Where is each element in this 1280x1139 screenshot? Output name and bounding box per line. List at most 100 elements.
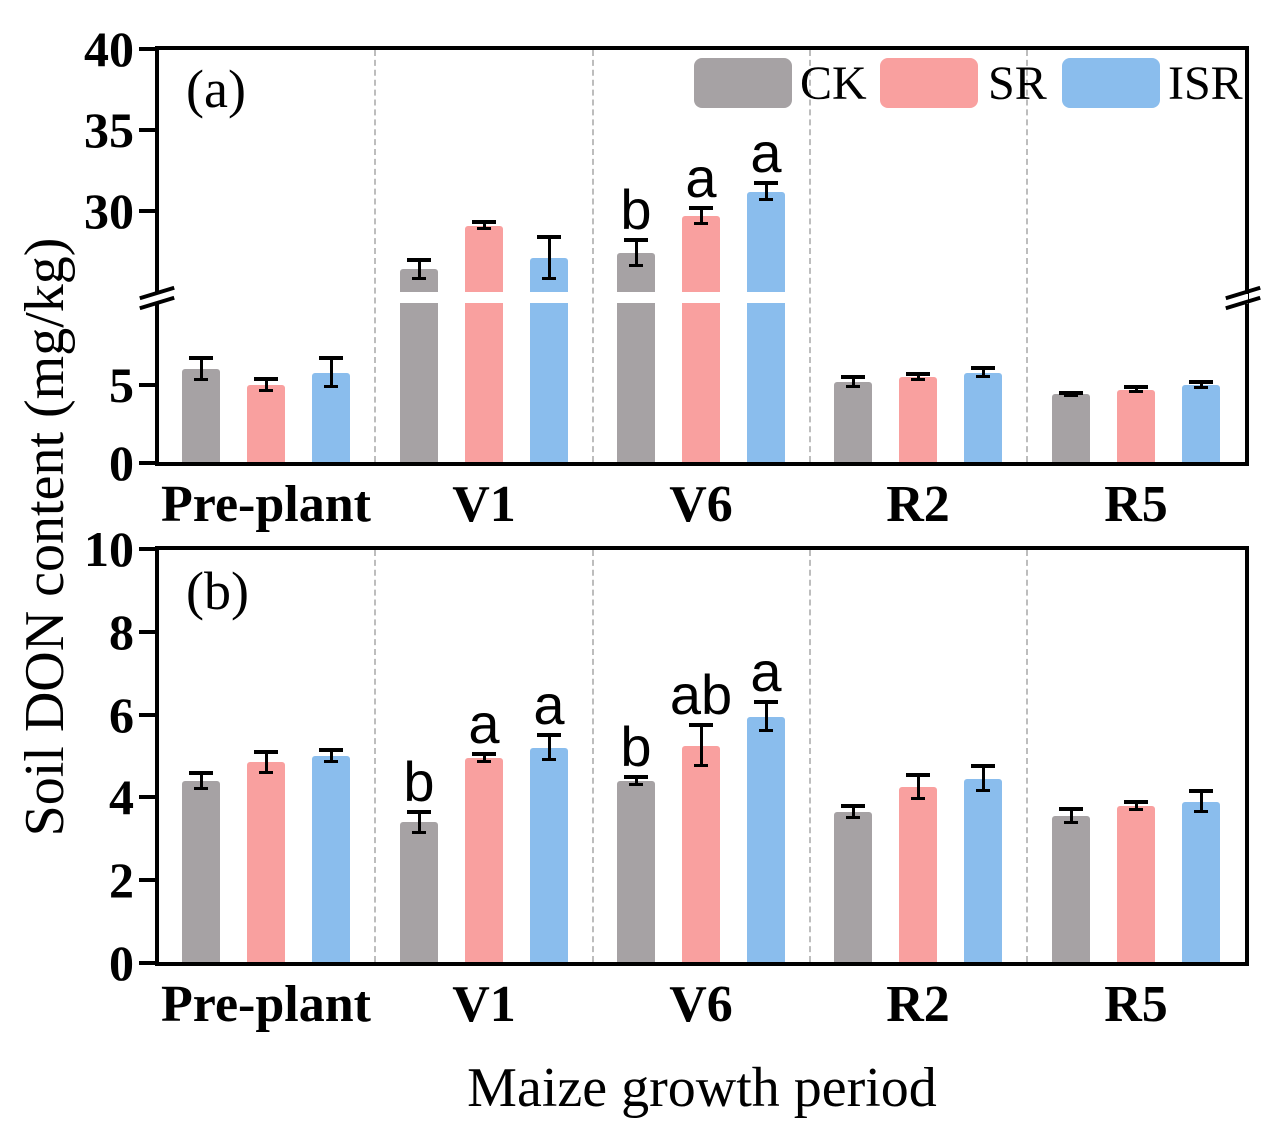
error-cap-bottom-isr-b-0: [324, 760, 338, 764]
error-cap-top-ck-a-4: [1059, 390, 1083, 395]
bar-ck-pre-plant-a: [182, 369, 220, 462]
error-bar-sr-a-0: [264, 378, 268, 392]
bar-isr-r2-b: [964, 778, 1002, 962]
error-cap-top-sr-b-1: [472, 751, 496, 756]
group-separator-a-3: [808, 50, 811, 462]
error-cap-top-ck-a-2: [624, 238, 648, 243]
error-cap-top-sr-b-4: [1124, 799, 1148, 804]
bar-sr-v6-b: [682, 745, 720, 962]
bar-ck-pre-plant-b: [182, 780, 220, 962]
error-bar-isr-b-0: [329, 749, 333, 763]
y-tick-label-b-2: 2: [109, 852, 134, 909]
bar-isr-r5-b: [1182, 801, 1220, 962]
bar-sr-v6-a: [682, 215, 720, 462]
error-cap-top-isr-b-1: [537, 733, 561, 738]
error-cap-bottom-sr-a-3: [911, 378, 925, 382]
significance-letter-isr-a-2: a: [750, 121, 782, 185]
error-cap-top-sr-b-0: [254, 749, 278, 754]
axis-break-gap-right: [1238, 294, 1248, 304]
legend-label-isr: ISR: [1168, 57, 1243, 110]
error-cap-bottom-isr-a-4: [1194, 386, 1208, 390]
error-bar-isr-a-2: [764, 183, 768, 200]
bar-isr-v6-b: [747, 716, 785, 962]
error-cap-bottom-sr-a-0: [259, 389, 273, 393]
error-cap-top-isr-a-2: [754, 181, 778, 186]
error-cap-top-sr-a-3: [906, 372, 930, 377]
error-cap-bottom-ck-b-3: [846, 816, 860, 820]
error-cap-top-sr-b-2: [689, 722, 713, 727]
error-cap-top-isr-a-0: [319, 356, 343, 361]
bar-isr-r2-a: [964, 372, 1002, 462]
error-cap-top-sr-a-4: [1124, 385, 1148, 390]
error-bar-isr-b-1: [547, 735, 551, 761]
error-cap-bottom-ck-a-0: [194, 378, 208, 382]
error-bar-ck-b-0: [199, 772, 203, 790]
error-bar-sr-b-2: [699, 724, 703, 767]
significance-letter-sr-b-2: ab: [669, 662, 733, 726]
error-cap-bottom-sr-a-1: [477, 226, 491, 230]
bar-sr-r2-a: [899, 377, 937, 462]
error-cap-top-ck-a-3: [841, 375, 865, 380]
category-label-a-pre-plant: Pre-plant: [161, 476, 371, 533]
group-separator-b-4: [1026, 550, 1028, 962]
axis-break-gap-left: [152, 294, 162, 304]
error-cap-bottom-isr-a-1: [542, 277, 556, 281]
bar-ck-r5-b: [1052, 816, 1090, 962]
error-bar-sr-b-0: [264, 751, 268, 773]
category-label-b-r2: R2: [886, 976, 950, 1033]
error-bar-isr-b-2: [764, 702, 768, 732]
group-separator-a-4: [1026, 50, 1028, 462]
category-label-a-r2: R2: [886, 476, 950, 533]
significance-letter-ck-b-2: b: [620, 714, 652, 778]
error-cap-top-sr-a-0: [254, 376, 278, 381]
error-cap-top-isr-b-4: [1189, 789, 1213, 794]
error-bar-ck-b-4: [1069, 808, 1073, 824]
legend-swatch-sr: [880, 58, 978, 108]
category-label-a-r5: R5: [1104, 476, 1168, 533]
bar-ck-v6-b: [617, 780, 655, 962]
error-cap-bottom-isr-a-0: [324, 384, 338, 388]
bar-ck-r5-a: [1052, 394, 1090, 462]
y-tick-label-b-10: 10: [84, 521, 134, 577]
y-tick-label-b-4: 4: [109, 769, 134, 826]
error-cap-bottom-ck-b-1: [412, 830, 426, 834]
error-cap-bottom-sr-a-4: [1129, 390, 1143, 394]
significance-letter-ck-b-1: b: [403, 749, 435, 813]
bar-isr-v1-a: [530, 257, 568, 462]
bar-sr-v1-b: [465, 758, 503, 962]
error-cap-bottom-isr-b-1: [542, 758, 556, 762]
bar-ck-r2-a: [834, 381, 872, 462]
y-tick-a-0: [139, 461, 155, 465]
axis-break-band: [159, 292, 1245, 303]
error-cap-bottom-ck-a-4: [1064, 393, 1078, 397]
y-axis-title: Soil DON content (mg/kg): [14, 237, 76, 837]
y-tick-label-b-6: 6: [109, 686, 134, 743]
error-bar-sr-a-1: [482, 222, 486, 229]
significance-letter-isr-b-1: a: [533, 673, 565, 737]
bar-isr-v6-a: [747, 191, 785, 462]
error-cap-top-ck-b-4: [1059, 806, 1083, 811]
error-bar-ck-b-3: [851, 805, 855, 819]
y-tick-b-4: [139, 795, 155, 800]
panel-b-tag: (b): [186, 561, 249, 621]
y-tick-label-a-5: 5: [109, 357, 134, 413]
error-bar-sr-a-3: [916, 374, 920, 381]
error-cap-bottom-sr-b-1: [477, 760, 491, 764]
error-cap-bottom-ck-a-1: [412, 277, 426, 281]
category-label-a-v1: V1: [452, 476, 516, 533]
error-cap-bottom-sr-b-0: [259, 770, 273, 774]
y-tick-a-40: [139, 47, 155, 51]
legend-label-ck: CK: [800, 57, 867, 110]
legend-label-sr: SR: [988, 57, 1047, 110]
y-tick-b-6: [139, 712, 155, 717]
significance-letter-sr-a-2: a: [685, 145, 717, 209]
y-tick-b-2: [139, 878, 155, 883]
panel-a-tag: (a): [186, 59, 246, 119]
error-bar-isr-b-4: [1199, 791, 1203, 812]
group-separator-a-2: [591, 50, 594, 462]
bar-ck-v6-a: [617, 253, 655, 462]
error-bar-isr-a-0: [329, 358, 333, 387]
bar-sr-r5-b: [1117, 805, 1155, 962]
error-bar-ck-a-3: [851, 377, 855, 387]
